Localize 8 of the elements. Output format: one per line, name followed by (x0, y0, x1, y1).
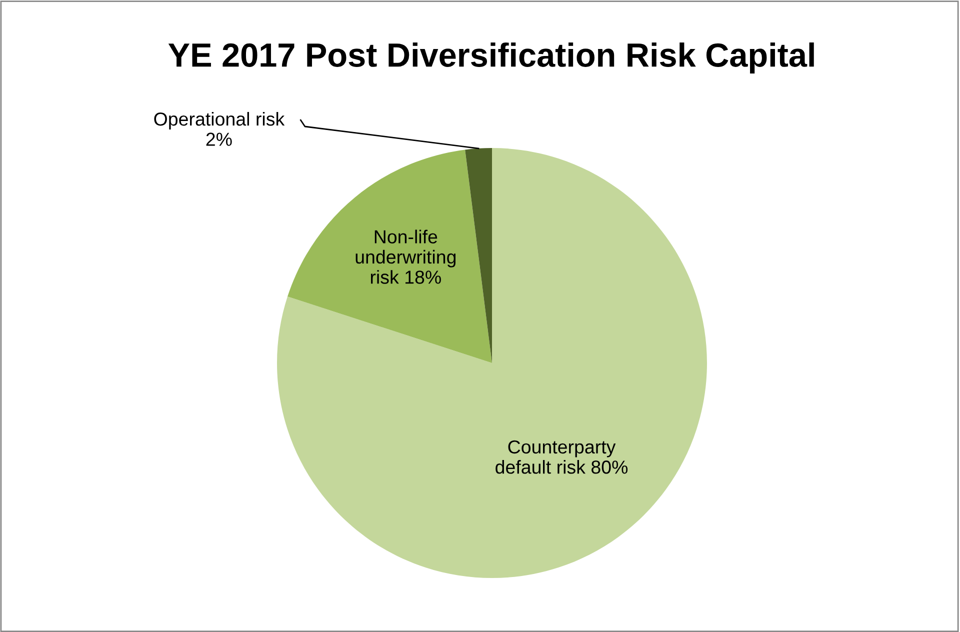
slice-label: Operational risk (154, 112, 285, 130)
slice-label: Non-life underwriting risk 18% (356, 230, 456, 284)
pie-slice (288, 150, 492, 363)
slice-label: Counterparty default risk 80% (496, 440, 628, 474)
data-label: 2% (206, 132, 232, 146)
pie-slice (465, 148, 492, 363)
chart-title: YE 2017 Post Diversification Risk Capital (168, 42, 814, 74)
pie-slice (277, 148, 707, 578)
